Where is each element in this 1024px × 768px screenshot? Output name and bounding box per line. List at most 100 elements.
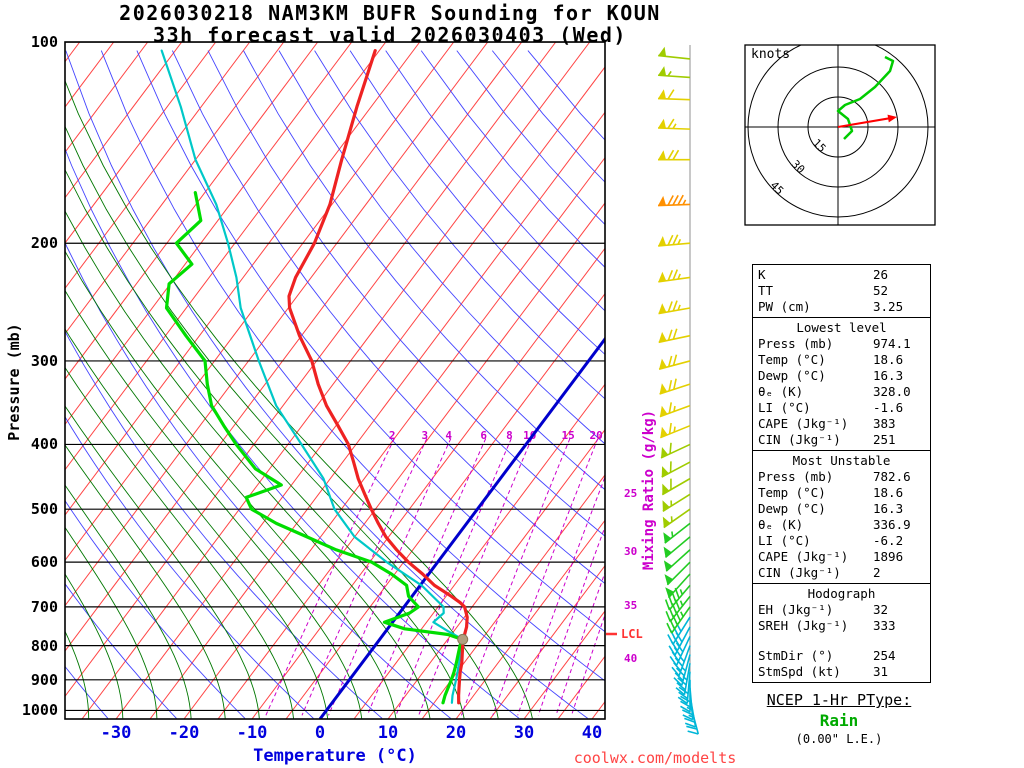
temperature-tick-label: -20: [168, 723, 200, 743]
mixing-ratio-edge-label: 25: [624, 487, 637, 500]
table-row-label: θₑ (K): [758, 384, 804, 399]
table-row-label: Press (mb): [758, 469, 834, 484]
temperature-tick-label: 10: [377, 723, 399, 743]
table-section: Lowest level Press (mb) 974.1 Temp (°C) 18.6…: [753, 317, 930, 450]
table-row: CIN (Jkg⁻¹) 2: [753, 565, 930, 581]
ptype-value: Rain: [819, 711, 859, 730]
table-row: CIN (Jkg⁻¹) 251: [753, 432, 930, 448]
table-row: Press (mb) 782.6: [753, 469, 930, 485]
table-row-label: EH (Jkg⁻¹): [758, 602, 834, 617]
chart-title: 2026030218 NAM3KM BUFR Sounding for KOUN: [119, 1, 661, 25]
table-row-value: 18.6: [873, 352, 904, 367]
table-row: Press (mb) 974.1: [753, 336, 930, 352]
table-row-value: 336.9: [873, 517, 911, 532]
pressure-tick-label: 600: [30, 553, 58, 572]
table-section: Most Unstable Press (mb) 782.6 Temp (°C) 18.…: [753, 450, 930, 583]
table-row: LI (°C) -1.6: [753, 400, 930, 416]
table-row-label: CIN (Jkg⁻¹): [758, 432, 841, 447]
table-row-value: 2: [873, 565, 881, 580]
storm-motion-vector: [837, 117, 891, 128]
table-section: Hodograph EH (Jkg⁻¹) 32 SREH (Jkg⁻¹) 333 StmD…: [753, 583, 930, 682]
table-row-label: LI (°C): [758, 533, 811, 548]
mixing-ratio-inline-label: 3: [421, 429, 428, 442]
table-row: StmSpd (kt) 31: [753, 664, 930, 680]
table-row: TT 52: [753, 283, 930, 299]
table-row-label: Temp (°C): [758, 352, 826, 367]
table-row: Temp (°C) 18.6: [753, 485, 930, 501]
table-row-value: 328.0: [873, 384, 911, 399]
table-row-value: 52: [873, 283, 889, 298]
ptype-note: (0.00" L.E.): [795, 732, 883, 746]
temperature-axis-label: Temperature (°C): [253, 746, 417, 766]
table-row-label: StmDir (°): [758, 648, 834, 663]
table-row: Dewp (°C) 16.3: [753, 368, 930, 384]
temperature-tick-label: 20: [445, 723, 467, 743]
table-row-value: 251: [873, 432, 896, 447]
table-row: K 26: [753, 267, 930, 283]
table-row-label: TT: [758, 283, 774, 298]
table-row-value: 782.6: [873, 469, 911, 484]
mixing-ratio-inline-label: 4: [445, 429, 452, 442]
table-row-value: 32: [873, 602, 889, 617]
pressure-tick-label: 1000: [21, 701, 58, 720]
table-row-label: StmSpd (kt): [758, 664, 841, 679]
pressure-axis-label: Pressure (mb): [5, 323, 23, 441]
mixing-ratio-edge-label: 35: [624, 599, 637, 612]
table-row: PW (cm) 3.25: [753, 299, 930, 315]
lcl-parcel-dot: [457, 633, 469, 645]
edge-labels: 25 30 35 40: [606, 487, 637, 665]
mixing-ratio-inline-label: 2: [389, 429, 396, 442]
hodograph-units-label: knots: [751, 47, 791, 62]
table-row-label: PW (cm): [758, 299, 811, 314]
pressure-tick-label: 900: [30, 670, 58, 689]
table-row-label: Press (mb): [758, 336, 834, 351]
table-row-label: CAPE (Jkg⁻¹): [758, 416, 849, 431]
mixing-ratio-axis-label: Mixing Ratio (g/kg): [641, 409, 657, 571]
table-row-value: -6.2: [873, 533, 904, 548]
table-row-value: 31: [873, 664, 889, 679]
table-row-value: 254: [873, 648, 896, 663]
pressure-tick-label: 400: [30, 435, 58, 454]
table-row-value: 16.3: [873, 501, 904, 516]
table-row-value: 18.6: [873, 485, 904, 500]
temperature-tick-label: -30: [100, 723, 132, 743]
mixing-ratio-inline-label: 8: [506, 429, 513, 442]
pressure-tick-label: 700: [30, 597, 58, 616]
table-spacer: [753, 634, 930, 648]
table-row-label: θₑ (K): [758, 517, 804, 532]
wind-barb-column: [657, 45, 700, 735]
table-section: K 26 TT 52 PW (cm) 3.25: [753, 265, 930, 317]
ptype-block: NCEP 1-Hr PType: Rain (0.00" L.E.): [748, 690, 930, 746]
plot-border: [64, 41, 606, 720]
skewt-background-grid: 2 3 4 6 8 10 15 20: [65, 42, 605, 719]
table-row-label: LI (°C): [758, 400, 811, 415]
table-row: Temp (°C) 18.6: [753, 352, 930, 368]
table-row-value: 333: [873, 618, 896, 633]
table-section-header: Lowest level: [796, 320, 887, 335]
temperature-tick-label: 0: [314, 723, 326, 743]
table-row-value: 26: [873, 267, 889, 282]
table-row-value: 1896: [873, 549, 904, 564]
table-section-header: Hodograph: [807, 586, 876, 601]
pressure-tick-label: 200: [30, 234, 58, 253]
watermark-text: coolwx.com/modelts: [573, 749, 737, 767]
storm-motion-arrowhead: [887, 114, 897, 123]
pressure-tick-label: 300: [30, 351, 58, 370]
table-section-header: Most Unstable: [792, 453, 891, 468]
mixing-ratio-inline-label: 10: [523, 429, 536, 442]
pressure-tick-label: 500: [30, 500, 58, 519]
table-row-label: Dewp (°C): [758, 501, 826, 516]
ptype-heading: NCEP 1-Hr PType:: [766, 691, 912, 709]
temperature-tick-label: 40: [581, 723, 603, 743]
table-row: SREH (Jkg⁻¹) 333: [753, 618, 930, 634]
table-row: θₑ (K) 336.9: [753, 517, 930, 533]
dewpoint-curve: [164, 191, 464, 705]
table-row-value: 383: [873, 416, 896, 431]
table-row-label: SREH (Jkg⁻¹): [758, 618, 849, 633]
table-row-value: 16.3: [873, 368, 904, 383]
table-row-label: CAPE (Jkg⁻¹): [758, 549, 849, 564]
mixing-ratio-edge-label: 30: [624, 545, 637, 558]
sounding-indices-table: K 26 TT 52 PW (cm) 3.25 Lowest level Press (mb)…: [752, 264, 931, 683]
temperature-curve: [287, 48, 469, 705]
